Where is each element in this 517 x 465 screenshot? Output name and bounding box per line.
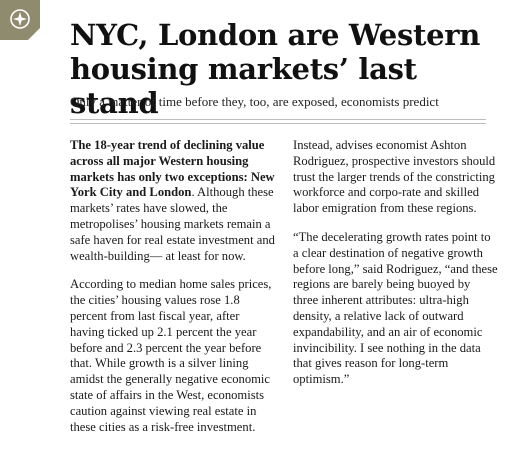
paragraph-4: “The decelerating growth rates point to … bbox=[293, 229, 498, 387]
divider-bottom bbox=[70, 123, 486, 124]
subheadline: Only a matter of time before they, too, … bbox=[70, 94, 439, 109]
lead-rest-text: . Although these markets’ rates have slo… bbox=[70, 185, 275, 263]
compass-star-icon bbox=[10, 9, 30, 29]
paragraph-2: According to median home sales prices, t… bbox=[70, 277, 272, 434]
divider-top bbox=[70, 119, 486, 120]
article-column-left: The 18-year trend of declining value acr… bbox=[70, 138, 275, 448]
lead-bold-text: The 18-year trend of declining value acr… bbox=[70, 138, 275, 200]
lead-paragraph: The 18-year trend of declining value acr… bbox=[70, 138, 275, 264]
paragraph-3: Instead, advises economist Ashton Rodrig… bbox=[293, 138, 496, 216]
corner-badge bbox=[0, 0, 40, 40]
article-column-right: Instead, advises economist Ashton Rodrig… bbox=[293, 138, 498, 401]
headline: NYC, London are Western housing markets’… bbox=[70, 18, 480, 120]
